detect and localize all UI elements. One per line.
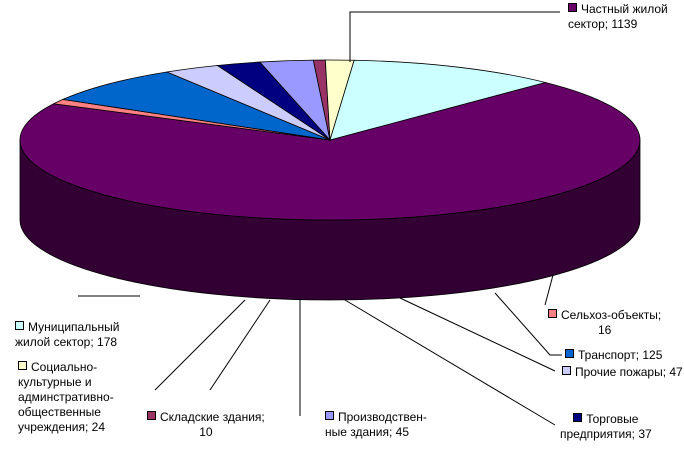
pie-top-slices [19, 59, 641, 221]
data-label-text-7: Социально- культурные и админстративно- … [18, 360, 114, 434]
legend-swatch-2 [565, 349, 574, 358]
data-label-7: Социально- культурные и админстративно- … [18, 360, 114, 435]
data-label-text-2: Транспорт; 125 [578, 348, 663, 362]
leader-line-1 [544, 274, 554, 306]
leader-line-2 [494, 292, 562, 356]
data-label-4: Торговые предприятия; 37 [560, 412, 652, 442]
legend-swatch-8 [15, 321, 24, 330]
data-label-text-1: Сельхоз-объекты; 16 [561, 308, 662, 337]
legend-swatch-0 [568, 3, 577, 12]
leader-line-6 [209, 299, 271, 391]
legend-swatch-3 [562, 366, 571, 375]
leader-line-4 [344, 299, 556, 426]
legend-swatch-7 [18, 361, 27, 370]
leader-line-7 [154, 299, 246, 391]
legend-swatch-5 [325, 411, 334, 420]
pie-slice-8 [329, 59, 546, 141]
data-label-text-4: Торговые предприятия; 37 [560, 412, 652, 441]
data-label-8: Муниципальный жилой сектор; 178 [15, 320, 119, 350]
pie-slice-0 [19, 82, 641, 221]
leader-line-0 [349, 11, 560, 62]
data-label-text-5: Производствен- ные здания; 45 [325, 410, 427, 439]
data-label-5: Производствен- ные здания; 45 [325, 410, 427, 440]
data-label-0: Частный жилой сектор; 1139 [568, 2, 668, 32]
leader-line-3 [399, 297, 556, 372]
data-label-text-6: Складские здания; 10 [160, 410, 265, 439]
data-label-3: Прочие пожары; 47 [562, 365, 683, 380]
leader-lines [78, 11, 562, 426]
data-label-text-0: Частный жилой сектор; 1139 [568, 2, 668, 31]
legend-swatch-4 [573, 413, 583, 422]
data-label-6: Складские здания; 10 [147, 410, 265, 440]
legend-swatch-6 [147, 411, 156, 420]
data-label-text-8: Муниципальный жилой сектор; 178 [15, 320, 120, 349]
legend-swatch-1 [548, 309, 557, 318]
data-label-1: Сельхоз-объекты; 16 [548, 308, 661, 338]
data-label-text-3: Прочие пожары; 47 [575, 365, 683, 379]
pie-slice-2 [61, 71, 331, 141]
data-label-2: Транспорт; 125 [565, 348, 662, 363]
